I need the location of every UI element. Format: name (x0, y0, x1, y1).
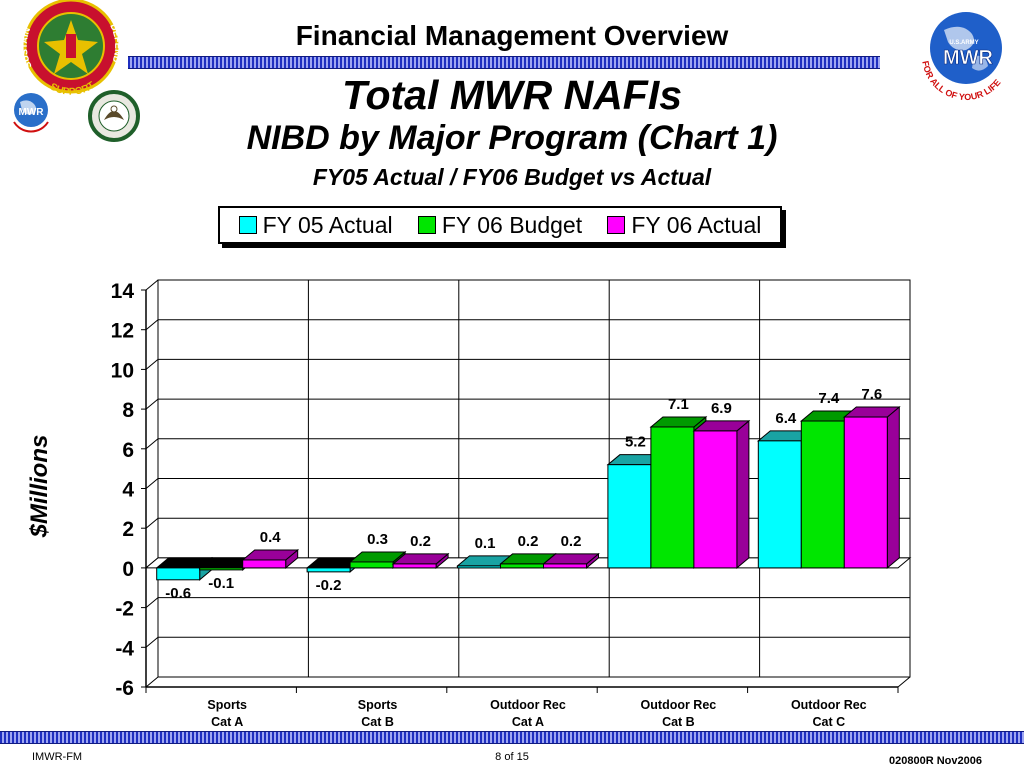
y-tick-label: -4 (115, 637, 134, 660)
eagle-seal-icon (88, 90, 140, 142)
bar (156, 567, 201, 581)
data-label: 0.1 (475, 535, 496, 552)
bar (543, 563, 587, 569)
mwr-top-text: U.S.ARMY (949, 40, 978, 46)
mwr-small-logo: MWR (6, 88, 56, 138)
data-label: 5.2 (625, 434, 646, 451)
chart-subtitle: FY05 Actual / FY06 Budget vs Actual (312, 164, 712, 190)
y-tick-label: -6 (115, 677, 134, 700)
mwr-globe-icon: MWR (13, 93, 49, 133)
main-title: Total MWR NAFIs (341, 72, 683, 118)
gridline-depth (145, 676, 159, 688)
data-label: -0.2 (316, 577, 342, 594)
footer-divider (0, 731, 1024, 744)
data-label: -0.6 (165, 585, 191, 602)
army-emblem-icon: SUSTAIN SUPPORT DEFEND (19, 0, 123, 98)
footer-right: 020800R Nov2006 (889, 755, 982, 767)
x-tick-label: Cat C (812, 715, 845, 729)
data-label: 0.2 (410, 533, 431, 550)
x-tick-label: Outdoor Rec (641, 698, 717, 712)
mwr-small-text: MWR (19, 107, 45, 118)
x-tick-label: Outdoor Rec (791, 698, 867, 712)
y-tick-label: 6 (122, 439, 134, 462)
data-label: 0.2 (518, 533, 539, 550)
gridline-depth (145, 319, 159, 331)
bar (757, 440, 802, 569)
x-tick-label: Cat B (361, 715, 394, 729)
legend-item-fy06-budget: FY 06 Budget (417, 211, 583, 239)
bar (457, 565, 501, 569)
gridline-depth (145, 279, 159, 291)
page-number: 8 of 15 (495, 751, 529, 763)
gridline-depth (145, 517, 159, 529)
bar (650, 426, 695, 569)
army-emblem-logo: SUSTAIN SUPPORT DEFEND (12, 0, 130, 98)
x-tick-label: Cat A (512, 715, 544, 729)
footer-left: IMWR-FM (32, 751, 83, 763)
bar (242, 559, 287, 569)
data-label: 6.9 (711, 400, 732, 417)
header-title: Financial Management Overview (295, 20, 729, 51)
legend-swatch (607, 216, 626, 234)
y-tick-label: 8 (122, 399, 134, 422)
data-label: 7.6 (861, 386, 882, 403)
legend-label: FY 05 Actual (262, 211, 393, 238)
legend-swatch (238, 216, 257, 234)
gridline-depth (145, 398, 159, 410)
x-tick-label: Sports (358, 698, 398, 712)
bar (199, 567, 244, 571)
gridline-depth (145, 636, 159, 648)
legend-swatch (417, 216, 436, 234)
y-tick-label: -2 (115, 598, 134, 621)
mwr-globe-icon: U.S.ARMY MWR FOR ALL OF YOUR LIFE (920, 12, 1003, 102)
gridline-depth (145, 597, 159, 608)
gridline-depth (145, 438, 159, 450)
bar (693, 430, 738, 569)
x-tick-label: Sports (207, 698, 247, 712)
y-tick-label: 10 (111, 359, 134, 382)
bar (349, 561, 394, 569)
y-tick-label: 4 (122, 479, 134, 502)
data-label: 0.4 (260, 529, 282, 546)
header-divider (128, 56, 880, 69)
y-tick-label: 2 (122, 518, 134, 541)
gridline-depth (145, 478, 159, 489)
data-label: -0.1 (208, 575, 234, 592)
bar (843, 416, 888, 569)
chart-legend: FY 05 Actual FY 06 Budget FY 06 Actual (218, 206, 782, 244)
bar-side (736, 419, 750, 569)
data-label: 0.3 (367, 531, 388, 548)
data-label: 6.4 (775, 410, 797, 427)
data-label: 0.2 (561, 533, 582, 550)
legend-item-fy06-actual: FY 06 Actual (607, 212, 761, 239)
data-label: 7.4 (818, 390, 840, 407)
mwr-right-logo: U.S.ARMY MWR FOR ALL OF YOUR LIFE (914, 4, 1014, 104)
legend-item-fy05-actual: FY 05 Actual (238, 211, 393, 239)
mwr-right-text: MWR (943, 47, 994, 69)
gridline-depth (145, 359, 159, 370)
bar (607, 464, 652, 569)
x-axis-depth (897, 676, 911, 688)
eagle-seal-logo (88, 90, 140, 142)
x-tick-label: Cat A (211, 715, 243, 729)
y-tick-label: 12 (111, 320, 134, 343)
bar (500, 563, 544, 569)
data-label: 7.1 (668, 396, 689, 413)
bar (392, 563, 437, 569)
bar-side (886, 405, 900, 569)
bar (306, 567, 351, 573)
sub-title: NIBD by Major Program (Chart 1) (246, 119, 778, 157)
legend-label: FY 06 Actual (631, 211, 762, 238)
y-tick-label: 14 (111, 280, 135, 303)
legend-label: FY 06 Budget (441, 211, 583, 238)
bar (800, 420, 845, 569)
x-tick-label: Cat B (662, 715, 695, 729)
y-tick-label: 0 (122, 558, 134, 581)
x-tick-label: Outdoor Rec (490, 698, 566, 712)
